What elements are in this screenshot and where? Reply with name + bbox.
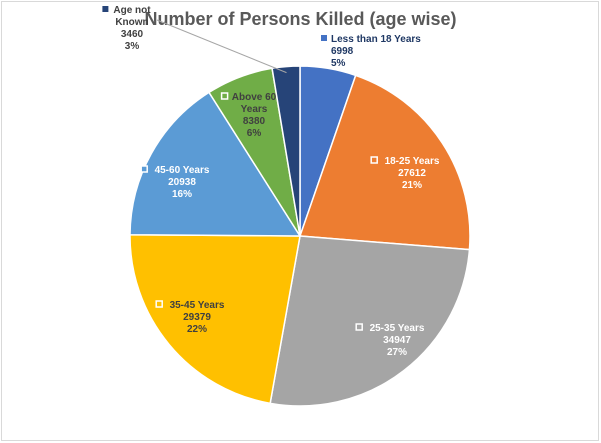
label-percent: 27% (387, 347, 407, 358)
leader-line (156, 19, 287, 74)
legend-key (370, 156, 378, 164)
pie-slice-25-35-years (269, 235, 471, 407)
pie-slice-age-not-known (271, 65, 301, 237)
label-name: 25-35 Years (370, 323, 425, 334)
label-name: Less than 18 Years (331, 34, 421, 45)
chart-title: Number of Persons Killed (age wise) (144, 9, 457, 29)
label-name: Age not (113, 5, 151, 16)
label-name: 35-45 Years (170, 300, 225, 311)
label-percent: 22% (187, 324, 207, 335)
label-name: 45-60 Years (155, 165, 210, 176)
legend-key (155, 300, 163, 308)
label-name: 18-25 Years (385, 156, 440, 167)
pie-slice-18-25-years (298, 74, 471, 251)
label-percent: 6% (247, 128, 262, 139)
label-percent: 3% (125, 41, 140, 52)
label-value: 27612 (398, 168, 426, 179)
legend-key (102, 6, 109, 12)
label-value: 20938 (168, 177, 196, 188)
label-value: 8380 (243, 116, 266, 127)
label-name: Above 60 (232, 92, 277, 103)
legend-key (220, 92, 229, 100)
label-name: Known (115, 17, 148, 28)
label-value: 6998 (331, 46, 354, 57)
pie-slice-35-45-years (129, 234, 301, 405)
label-value: 34947 (383, 335, 411, 346)
label-name: Years (241, 104, 268, 115)
label-percent: 5% (331, 58, 346, 69)
legend-key (355, 323, 363, 331)
legend-key (140, 165, 148, 173)
pie-slice-45-60-years (129, 91, 302, 237)
label-percent: 16% (172, 189, 192, 200)
label-value: 29379 (183, 312, 211, 323)
label-value: 3460 (121, 29, 144, 40)
legend-key (321, 35, 327, 41)
label-percent: 21% (402, 180, 422, 191)
